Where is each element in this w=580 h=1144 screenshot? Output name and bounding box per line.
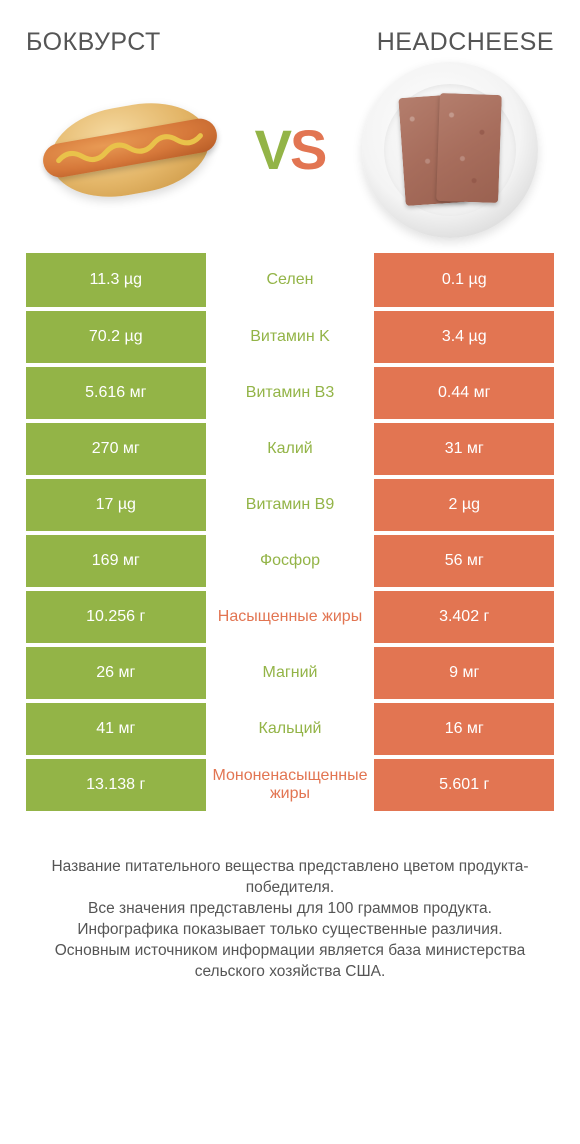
footnote-line: Название питательного вещества представл…: [32, 857, 548, 899]
value-right: 31 мг: [374, 421, 554, 477]
product-left-image: [30, 75, 230, 225]
headcheese-icon: [360, 60, 540, 240]
footnote-line: Основным источником информации является …: [32, 941, 548, 983]
value-right: 3.402 г: [374, 589, 554, 645]
value-left: 70.2 µg: [26, 309, 206, 365]
nutrient-label: Калий: [206, 421, 375, 477]
footnote-line: Инфографика показывает только существенн…: [32, 920, 548, 941]
value-right: 56 мг: [374, 533, 554, 589]
value-left: 11.3 µg: [26, 253, 206, 309]
table-row: 169 мгФосфор56 мг: [26, 533, 554, 589]
value-right: 9 мг: [374, 645, 554, 701]
table-row: 41 мгКальций16 мг: [26, 701, 554, 757]
nutrient-label: Насыщенные жиры: [206, 589, 375, 645]
value-left: 169 мг: [26, 533, 206, 589]
table-row: 5.616 мгВитамин B30.44 мг: [26, 365, 554, 421]
table-row: 10.256 гНасыщенные жиры3.402 г: [26, 589, 554, 645]
value-right: 3.4 µg: [374, 309, 554, 365]
vs-v: V: [255, 118, 290, 181]
footnote-text: Название питательного вещества представл…: [26, 857, 554, 991]
product-left-title: БОКВУРСТ: [26, 28, 161, 57]
footnote-line: Все значения представлены для 100 граммо…: [32, 899, 548, 920]
product-right-title: HEADCHEESE: [377, 28, 554, 57]
vs-s: S: [290, 118, 325, 181]
value-left: 5.616 мг: [26, 365, 206, 421]
comparison-table: 11.3 µgСелен0.1 µg70.2 µgВитамин K3.4 µg…: [26, 253, 554, 815]
value-right: 0.1 µg: [374, 253, 554, 309]
hotdog-icon: [40, 90, 220, 210]
value-right: 2 µg: [374, 477, 554, 533]
nutrient-label: Мононенасыщенные жиры: [206, 757, 375, 813]
nutrient-label: Витамин B9: [206, 477, 375, 533]
value-left: 26 мг: [26, 645, 206, 701]
table-row: 17 µgВитамин B92 µg: [26, 477, 554, 533]
table-row: 270 мгКалий31 мг: [26, 421, 554, 477]
product-right-image: [350, 75, 550, 225]
value-left: 41 мг: [26, 701, 206, 757]
table-row: 70.2 µgВитамин K3.4 µg: [26, 309, 554, 365]
value-right: 5.601 г: [374, 757, 554, 813]
value-left: 17 µg: [26, 477, 206, 533]
nutrient-label: Фосфор: [206, 533, 375, 589]
nutrient-label: Витамин B3: [206, 365, 375, 421]
value-left: 270 мг: [26, 421, 206, 477]
value-right: 0.44 мг: [374, 365, 554, 421]
table-row: 11.3 µgСелен0.1 µg: [26, 253, 554, 309]
vs-label: VS: [255, 122, 326, 178]
titles-row: БОКВУРСТ HEADCHEESE: [26, 28, 554, 57]
nutrient-label: Витамин K: [206, 309, 375, 365]
nutrient-label: Селен: [206, 253, 375, 309]
value-left: 10.256 г: [26, 589, 206, 645]
table-row: 13.138 гМононенасыщенные жиры5.601 г: [26, 757, 554, 813]
hero-row: VS: [26, 75, 554, 225]
value-left: 13.138 г: [26, 757, 206, 813]
value-right: 16 мг: [374, 701, 554, 757]
table-row: 26 мгМагний9 мг: [26, 645, 554, 701]
nutrient-label: Кальций: [206, 701, 375, 757]
nutrient-label: Магний: [206, 645, 375, 701]
